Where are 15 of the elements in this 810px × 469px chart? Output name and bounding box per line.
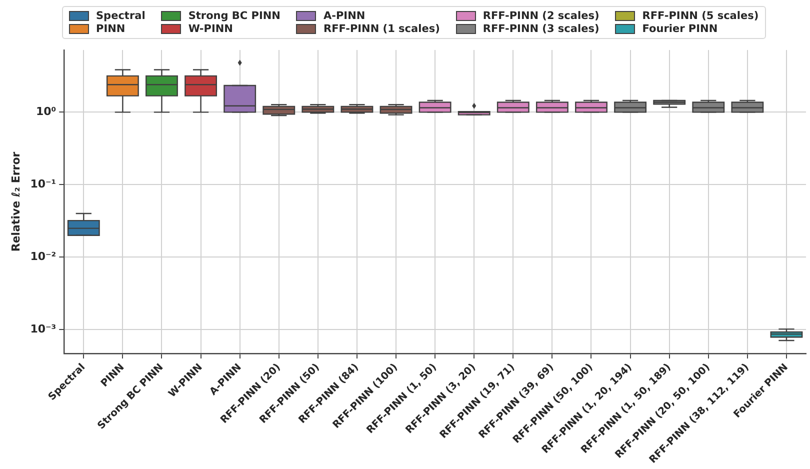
y-tick-label: 10⁻¹ [30, 178, 56, 191]
y-tick-label: 10⁻³ [30, 322, 56, 336]
legend-label: W-PINN [188, 23, 233, 35]
legend-label: RFF-PINN (3 scales) [482, 23, 600, 35]
y-axis-title: Relative ℓ₂ Error [9, 151, 22, 252]
legend-label: Fourier PINN [642, 23, 718, 35]
legend-label: Strong BC PINN [188, 10, 280, 22]
y-tick-label: 10⁰ [36, 105, 56, 118]
legend-label: RFF-PINN (1 scales) [323, 23, 440, 35]
legend-label: PINN [96, 23, 126, 35]
legend-label: RFF-PINN (5 scales) [642, 10, 759, 22]
y-tick-label: 10⁻² [30, 250, 56, 264]
legend-label: Spectral [96, 10, 146, 22]
legend-label: RFF-PINN (2 scales) [482, 10, 600, 22]
legend-label: A-PINN [323, 10, 366, 22]
